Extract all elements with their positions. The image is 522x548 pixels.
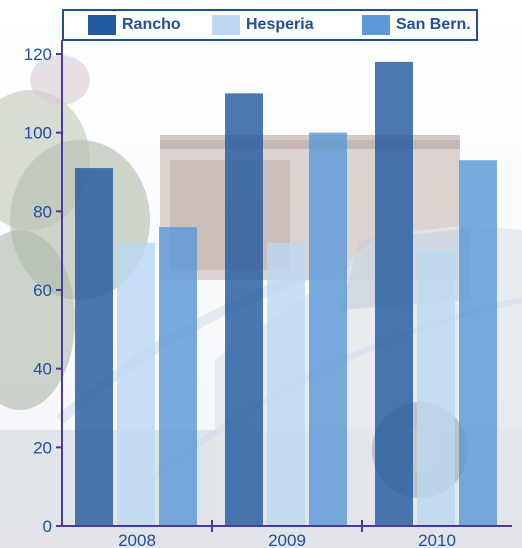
bar-rancho-2009 — [225, 93, 263, 526]
legend-swatch — [88, 15, 116, 35]
bar-san-bern--2010 — [459, 160, 497, 526]
legend-label: San Bern. — [396, 16, 471, 33]
y-tick-label: 80 — [33, 202, 52, 221]
bar-hesperia-2010 — [417, 250, 455, 526]
y-tick-label: 100 — [24, 124, 52, 143]
bar-san-bern--2008 — [159, 227, 197, 527]
x-tick-label: 2009 — [268, 531, 306, 548]
bar-hesperia-2008 — [117, 242, 155, 527]
legend-item: Hesperia — [212, 15, 314, 35]
y-tick-label: 120 — [24, 45, 52, 64]
bar-hesperia-2009 — [267, 242, 305, 527]
y-tick-label: 40 — [33, 360, 52, 379]
y-tick-label: 20 — [33, 438, 52, 457]
legend: Rancho Hesperia San Bern. — [62, 9, 478, 41]
legend-label: Hesperia — [246, 16, 314, 33]
bar-rancho-2010 — [375, 61, 413, 526]
y-tick-label: 0 — [43, 517, 52, 536]
legend-item: Rancho — [88, 15, 181, 35]
legend-swatch — [212, 15, 240, 35]
x-tick-label: 2010 — [418, 531, 456, 548]
y-tick-label: 60 — [33, 281, 52, 300]
bar-san-bern--2009 — [309, 132, 347, 526]
legend-label: Rancho — [122, 16, 181, 33]
legend-swatch — [362, 15, 390, 35]
bar-rancho-2008 — [75, 168, 113, 527]
legend-item: San Bern. — [362, 15, 471, 35]
x-tick-label: 2008 — [118, 531, 156, 548]
